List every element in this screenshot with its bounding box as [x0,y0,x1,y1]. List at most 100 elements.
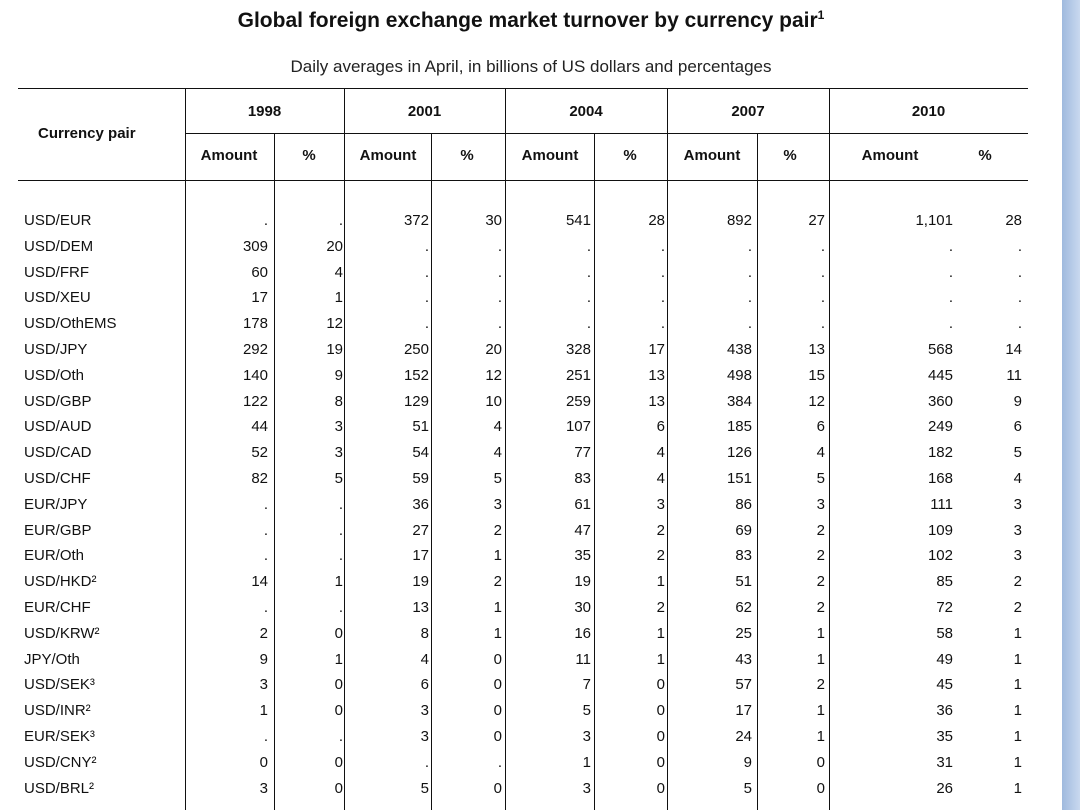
table-cell: 0 [493,702,502,720]
table-cell: 85 [936,573,953,591]
table-cell: 2 [656,547,665,565]
table-cell: . [747,237,752,255]
table-cell: 892 [726,212,752,229]
table-cell: 126 [726,444,752,462]
table-cell: . [263,599,268,616]
table-cell: 2 [816,521,825,539]
table-cell: . [820,263,825,281]
table-cell: . [948,289,953,307]
pct-header-2007: % [783,147,797,164]
table-cell: 2 [1013,573,1022,591]
table-cell: 61 [574,495,591,513]
table-cell: 83 [735,547,752,565]
table-cell: 4 [420,650,429,668]
table-cell: 109 [927,521,953,539]
table-cell: . [338,495,343,513]
table-cell: 1 [1013,728,1022,745]
pct-header-2010: % [978,147,992,164]
table-cell: 0 [334,753,343,771]
table-cell: 3 [420,702,429,720]
row-label: USD/AUD [24,418,92,436]
table-cell: 19 [412,573,429,591]
table-cell: 44 [251,418,268,436]
table-cell: 9 [334,366,343,384]
row-label: USD/CAD [24,444,92,462]
table-cell: . [497,289,502,307]
vline-1998-left [185,88,186,810]
table-cell: 16 [574,624,591,642]
table-cell: 1 [334,650,343,668]
vline-2004-left [505,88,506,810]
table-cell: . [338,599,343,616]
table-cell: . [586,237,591,255]
table-cell: 1,101 [915,212,953,229]
table-cell: . [820,315,825,333]
table-cell: 20 [326,237,343,255]
table-cell: 49 [936,650,953,668]
table-cell: 4 [493,444,502,462]
table-cell: 19 [574,573,591,591]
table-cell: . [497,237,502,255]
table-cell: 438 [726,341,752,358]
table-cell: 51 [735,573,752,591]
amount-header-2001: Amount [359,147,417,164]
table-cell: 1 [1013,650,1022,668]
table-cell: 1 [816,650,825,668]
table-cell: 17 [648,341,665,358]
table-cell: 1 [493,547,502,565]
table-cell: 2 [816,547,825,565]
table-cell: 5 [582,702,591,720]
table-cell: 0 [493,650,502,668]
table-cell: 2 [816,573,825,591]
amount-header-2007: Amount [683,147,741,164]
vline-2001-mid [431,133,432,810]
row-label-header: Currency pair [38,125,136,142]
table-cell: 11 [575,650,591,668]
table-cell: 3 [420,728,429,745]
table-cell: 3 [334,418,343,436]
row-label: USD/JPY [24,341,88,358]
table-cell: 0 [656,779,665,797]
pct-header-2004: % [623,147,637,164]
table-cell: 1 [334,573,343,591]
table-cell: . [263,521,268,539]
table-cell: 35 [574,547,591,565]
table-cell: 1 [334,289,343,307]
table-cell: 24 [735,728,752,745]
table-cell: 1 [1013,779,1022,797]
table-cell: . [820,237,825,255]
table-cell: 1 [816,728,825,745]
table-cell: . [497,263,502,281]
table-cell: 0 [816,753,825,771]
table-cell: 57 [735,676,752,694]
table-cell: . [660,289,665,307]
table-cell: 178 [242,315,268,333]
amount-header-2010: Amount [861,147,919,164]
table-cell: . [660,263,665,281]
table-cell: 4 [493,418,502,436]
table-cell: 9 [259,650,268,668]
table-cell: 0 [334,676,343,694]
table-cell: . [948,237,953,255]
table-cell: 251 [565,366,591,384]
table-cell: 372 [403,212,429,229]
table-cell: 8 [334,392,343,410]
table-cell: 11 [1006,366,1022,384]
table-header-rule [18,180,1028,181]
table-cell: 151 [726,470,752,487]
table-cell: 12 [485,366,502,384]
year-header-2004: 2004 [569,103,603,120]
table-cell: . [424,315,429,333]
table-cell: 4 [816,444,825,462]
table-cell: 2 [816,599,825,616]
table-cell: . [497,753,502,771]
table-cell: 360 [927,392,953,410]
row-label: EUR/JPY [24,495,88,513]
table-cell: 0 [334,779,343,797]
row-label: USD/SEK³ [24,676,95,694]
table-cell: 30 [485,212,502,229]
table-cell: 1 [259,702,268,720]
table-cell: 17 [735,702,752,720]
table-cell: 0 [656,753,665,771]
table-cell: . [747,289,752,307]
